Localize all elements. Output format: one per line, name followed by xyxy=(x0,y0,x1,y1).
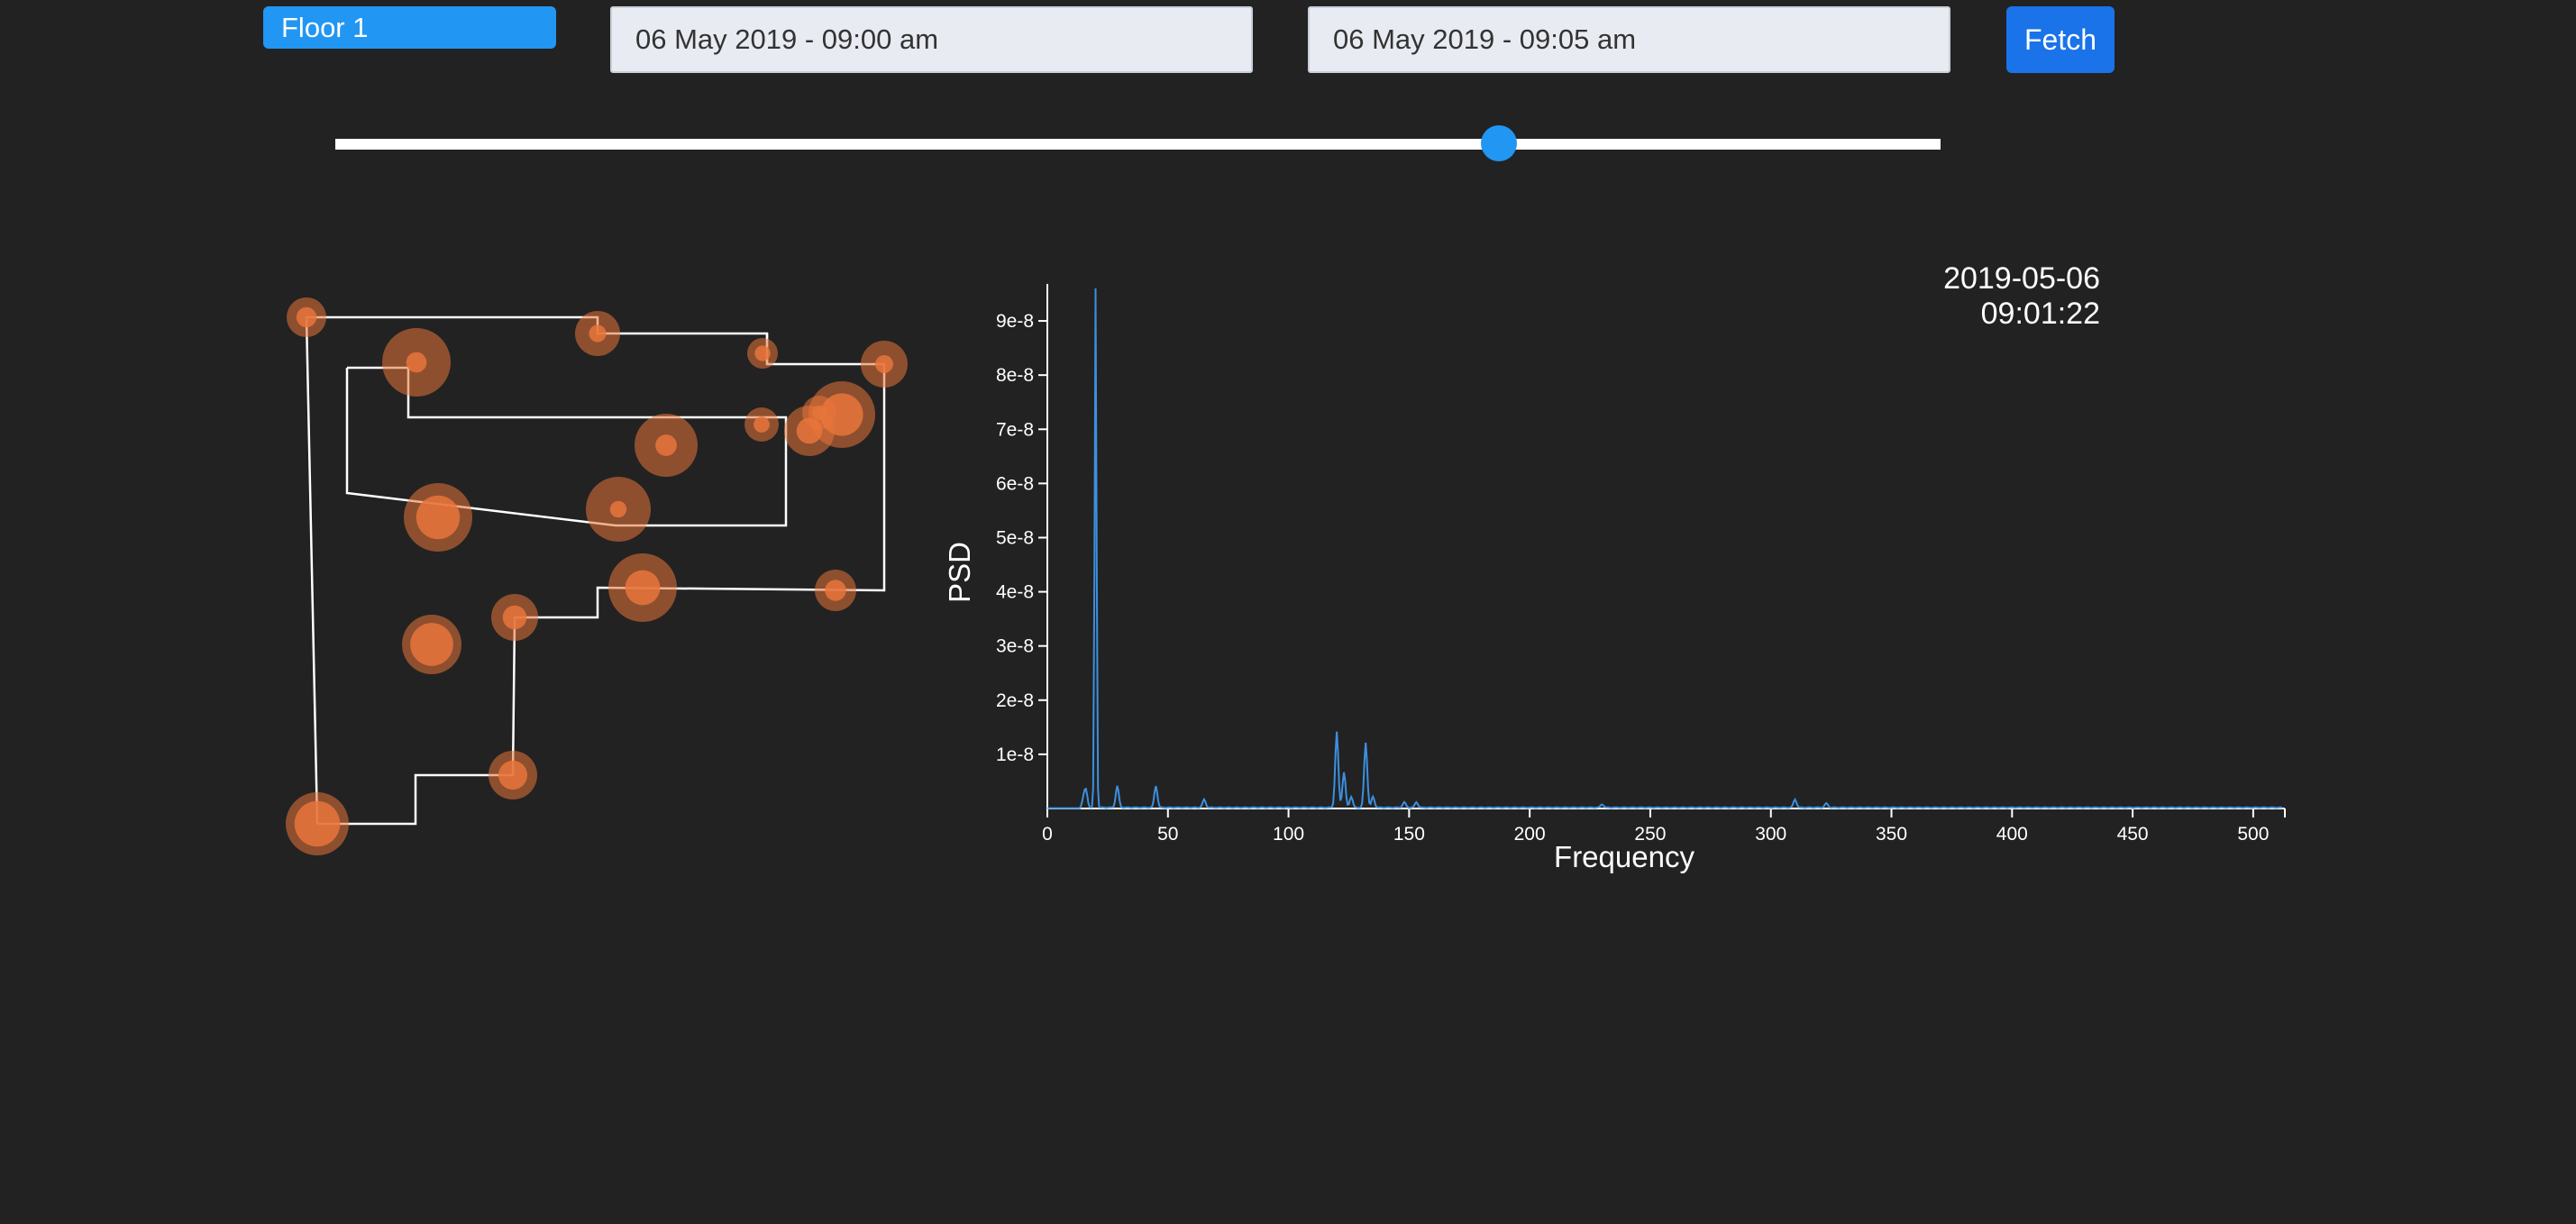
sensor-marker[interactable] xyxy=(287,297,326,337)
sensor-marker[interactable] xyxy=(286,792,349,855)
chart-axes: 0 50 100 150 200 250 300 350 400 450 500 1e-8 2e-8 3e… xyxy=(996,284,2286,845)
x-axis-title: Frequency xyxy=(1554,840,1694,873)
x-tick-label: 150 xyxy=(1393,824,1425,845)
sensor-marker[interactable] xyxy=(608,553,677,622)
x-tick-label: 250 xyxy=(1634,824,1666,845)
sensor-marker[interactable] xyxy=(744,407,779,442)
sensor-inner-circle xyxy=(406,352,427,373)
sensor-marker[interactable] xyxy=(586,477,651,542)
time-slider-track[interactable] xyxy=(335,139,1941,150)
sensor-inner-circle xyxy=(825,580,846,601)
y-tick-label: 9e-8 xyxy=(996,311,1034,332)
sensor-inner-circle xyxy=(796,417,823,444)
sensor-inner-circle xyxy=(410,623,453,666)
y-axis-title: PSD xyxy=(943,542,976,603)
sensor-marker[interactable] xyxy=(402,615,461,674)
sensor-inner-circle xyxy=(754,345,771,361)
sensor-inner-circle xyxy=(875,355,893,373)
y-tick-label: 4e-8 xyxy=(996,582,1034,603)
sensor-inner-circle xyxy=(294,800,341,847)
y-tick-label: 5e-8 xyxy=(996,527,1034,548)
psd-chart: 0 50 100 150 200 250 300 350 400 450 500 1e-8 2e-8 3e… xyxy=(943,284,2286,873)
y-tick-label: 2e-8 xyxy=(996,690,1034,711)
sensor-marker[interactable] xyxy=(404,483,472,552)
floorplan-map xyxy=(286,297,908,855)
sensor-marker[interactable] xyxy=(491,594,538,641)
time-slider-thumb[interactable] xyxy=(1481,125,1518,161)
psd-series-line xyxy=(1047,288,2283,809)
sensor-marker[interactable] xyxy=(861,341,908,388)
sensor-marker[interactable] xyxy=(635,414,698,477)
sensor-marker[interactable] xyxy=(575,311,620,356)
x-tick-label: 500 xyxy=(2237,824,2269,845)
y-tick-label: 6e-8 xyxy=(996,473,1034,494)
y-tick-label: 1e-8 xyxy=(996,744,1034,765)
x-tick-label: 450 xyxy=(2117,824,2149,845)
x-tick-label: 400 xyxy=(1996,824,2028,845)
floor-select-button[interactable]: Floor 1 xyxy=(263,6,556,49)
sensor-inner-circle xyxy=(609,500,627,518)
sensor-inner-circle xyxy=(416,495,461,540)
sensor-marker[interactable] xyxy=(382,328,451,397)
sensor-marker[interactable] xyxy=(747,338,778,369)
sensor-marker[interactable] xyxy=(815,570,856,611)
x-tick-label: 100 xyxy=(1273,824,1304,845)
sensor-marker[interactable] xyxy=(784,406,835,456)
current-timestamp: 2019-05-06 09:01:22 xyxy=(1943,261,2100,331)
sensor-layer xyxy=(286,297,908,855)
sensor-inner-circle xyxy=(625,570,661,606)
sensor-inner-circle xyxy=(589,324,607,343)
sensor-inner-circle xyxy=(754,416,770,433)
floor-select-label: Floor 1 xyxy=(281,12,369,43)
sensor-inner-circle xyxy=(655,434,677,456)
y-tick-label: 8e-8 xyxy=(996,365,1034,386)
fetch-button[interactable]: Fetch xyxy=(2006,6,2115,73)
x-tick-label: 300 xyxy=(1755,824,1786,845)
sensor-inner-circle xyxy=(502,605,527,630)
y-tick-label: 3e-8 xyxy=(996,636,1034,657)
x-tick-label: 350 xyxy=(1876,824,1907,845)
sensor-marker[interactable] xyxy=(489,751,537,799)
sensor-inner-circle xyxy=(498,760,528,790)
x-tick-label: 50 xyxy=(1157,824,1178,845)
y-tick-label: 7e-8 xyxy=(996,419,1034,440)
x-tick-label: 200 xyxy=(1514,824,1546,845)
sensor-inner-circle xyxy=(296,306,317,328)
start-date-input[interactable] xyxy=(610,6,1253,73)
end-date-input[interactable] xyxy=(1308,6,1950,73)
x-tick-label: 0 xyxy=(1042,824,1053,845)
floorplan-path xyxy=(305,315,886,826)
